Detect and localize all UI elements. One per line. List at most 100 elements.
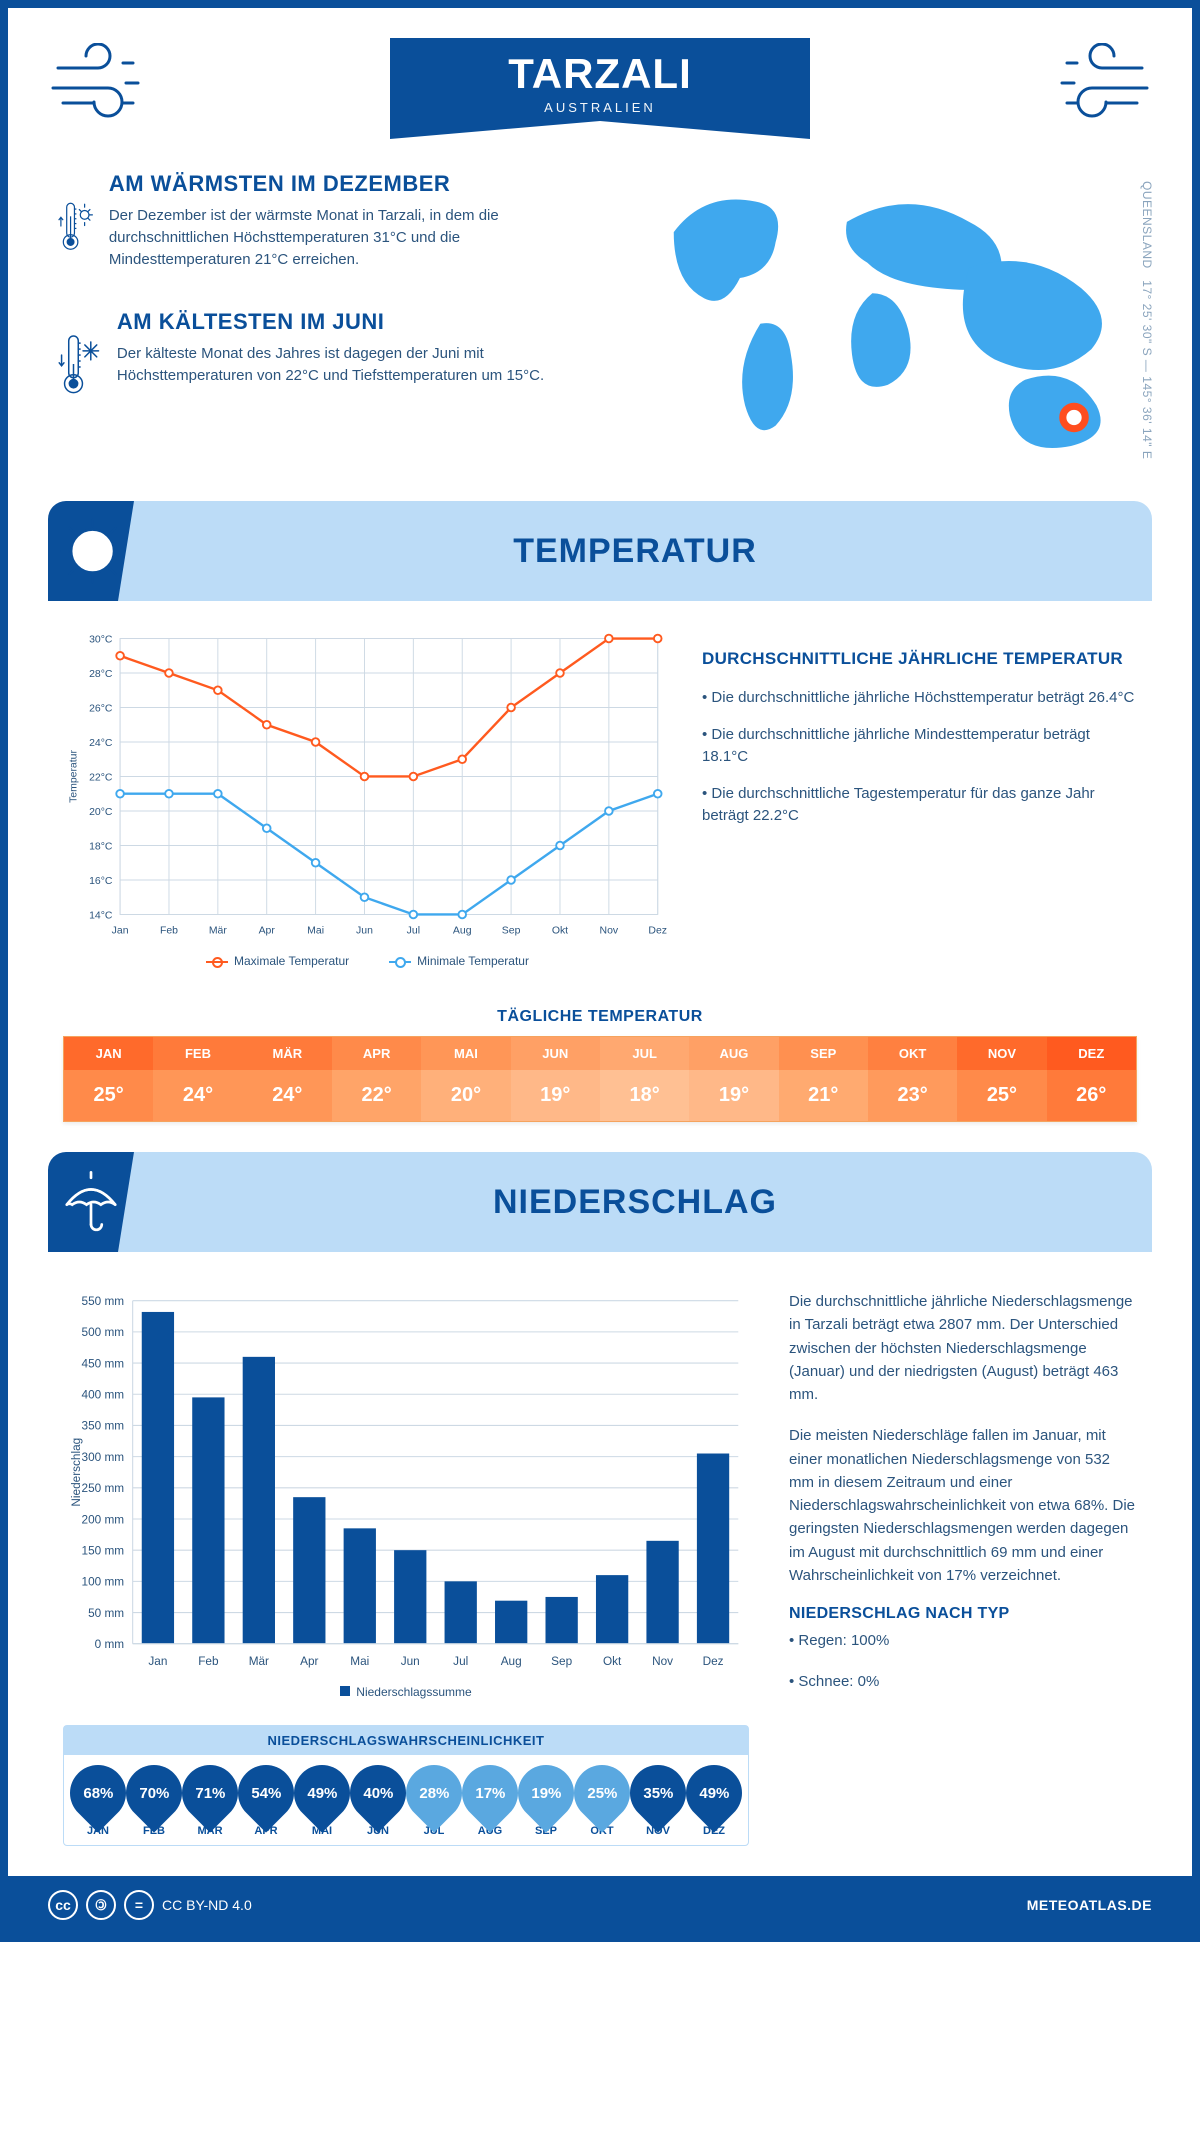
daily-temp-cell: MÄR24°	[243, 1037, 332, 1121]
section-banner-temperature: TEMPERATUR	[48, 501, 1152, 601]
svg-text:Okt: Okt	[603, 1655, 622, 1668]
svg-text:Sep: Sep	[551, 1655, 572, 1668]
coldest-text: Der kälteste Monat des Jahres ist dagege…	[117, 343, 593, 387]
license-text: CC BY-ND 4.0	[162, 1897, 252, 1913]
svg-text:200 mm: 200 mm	[82, 1513, 125, 1526]
nd-icon: =	[124, 1890, 154, 1920]
precipitation-row: 0 mm50 mm100 mm150 mm200 mm250 mm300 mm3…	[8, 1270, 1192, 1876]
svg-text:28°C: 28°C	[89, 669, 113, 680]
world-map-icon	[633, 171, 1142, 456]
temp-fact-2: • Die durchschnittliche jährliche Mindes…	[702, 724, 1137, 769]
probability-cell: 17%AUG	[462, 1765, 518, 1837]
location-title: TARZALI	[390, 50, 810, 98]
svg-text:Jun: Jun	[356, 926, 373, 937]
warmest-text: Der Dezember ist der wärmste Monat in Ta…	[109, 205, 593, 270]
probability-cell: 40%JUN	[350, 1765, 406, 1837]
svg-text:Temperatur: Temperatur	[68, 750, 79, 803]
umbrella-icon	[56, 1163, 126, 1241]
svg-text:400 mm: 400 mm	[82, 1389, 125, 1402]
precip-rain: • Regen: 100%	[789, 1629, 1137, 1652]
daily-temp-cell: SEP21°	[779, 1037, 868, 1121]
section-banner-precipitation: NIEDERSCHLAG	[48, 1152, 1152, 1252]
svg-text:Aug: Aug	[453, 926, 472, 937]
precipitation-heading: NIEDERSCHLAG	[493, 1183, 777, 1222]
svg-text:Nov: Nov	[652, 1655, 673, 1668]
svg-text:Feb: Feb	[198, 1655, 219, 1668]
svg-text:50 mm: 50 mm	[88, 1607, 124, 1620]
svg-text:24°C: 24°C	[89, 738, 113, 749]
probability-cell: 70%FEB	[126, 1765, 182, 1837]
temperature-legend: Maximale Temperatur Minimale Temperatur	[63, 954, 672, 968]
daily-temp-cell: JUL18°	[600, 1037, 689, 1121]
daily-temp-cell: APR22°	[332, 1037, 421, 1121]
svg-text:18°C: 18°C	[89, 841, 113, 852]
intro-text-column: AM WÄRMSTEN IM DEZEMBER Der Dezember ist…	[58, 171, 593, 461]
probability-cell: 68%JAN	[70, 1765, 126, 1837]
svg-text:Jul: Jul	[453, 1655, 468, 1668]
daily-temp-cell: AUG19°	[689, 1037, 778, 1121]
temperature-row: 14°C16°C18°C20°C22°C24°C26°C28°C30°CJanF…	[8, 619, 1192, 988]
thermometer-snow-icon	[58, 309, 101, 419]
svg-text:Apr: Apr	[300, 1655, 318, 1668]
probability-cell: 35%NOV	[630, 1765, 686, 1837]
precip-p2: Die meisten Niederschläge fallen im Janu…	[789, 1424, 1137, 1587]
svg-text:100 mm: 100 mm	[82, 1576, 125, 1589]
temp-fact-3: • Die durchschnittliche Tagestemperatur …	[702, 783, 1137, 828]
svg-text:Niederschlag: Niederschlag	[70, 1438, 83, 1507]
sun-icon	[58, 509, 128, 594]
svg-text:0 mm: 0 mm	[95, 1638, 125, 1651]
precip-p1: Die durchschnittliche jährliche Niedersc…	[789, 1290, 1137, 1406]
header: TARZALI AUSTRALIEN	[8, 8, 1192, 171]
coordinates-text: QUEENSLAND 17° 25' 30" S — 145° 36' 14" …	[1140, 181, 1154, 459]
daily-temp-cell: DEZ26°	[1047, 1037, 1136, 1121]
svg-text:Nov: Nov	[600, 926, 619, 937]
svg-text:450 mm: 450 mm	[82, 1358, 125, 1371]
svg-text:Mär: Mär	[249, 1655, 269, 1668]
world-map-panel: QUEENSLAND 17° 25' 30" S — 145° 36' 14" …	[633, 171, 1142, 461]
svg-text:Okt: Okt	[552, 926, 568, 937]
probability-box: NIEDERSCHLAGSWAHRSCHEINLICHKEIT 68%JAN70…	[63, 1725, 749, 1846]
svg-text:Mai: Mai	[350, 1655, 369, 1668]
probability-cell: 28%JUL	[406, 1765, 462, 1837]
svg-text:Jan: Jan	[112, 926, 129, 937]
brand-text: METEOATLAS.DE	[1027, 1897, 1152, 1913]
probability-cell: 54%APR	[238, 1765, 294, 1837]
svg-text:22°C: 22°C	[89, 772, 113, 783]
svg-text:500 mm: 500 mm	[82, 1326, 125, 1339]
svg-text:14°C: 14°C	[89, 910, 113, 921]
svg-text:Jul: Jul	[407, 926, 420, 937]
svg-text:300 mm: 300 mm	[82, 1451, 125, 1464]
by-icon: 🄯	[86, 1890, 116, 1920]
probability-title: NIEDERSCHLAGSWAHRSCHEINLICHKEIT	[64, 1726, 748, 1755]
daily-temp-cell: MAI20°	[421, 1037, 510, 1121]
svg-text:26°C: 26°C	[89, 703, 113, 714]
svg-text:350 mm: 350 mm	[82, 1420, 125, 1433]
probability-cell: 49%MAI	[294, 1765, 350, 1837]
location-subtitle: AUSTRALIEN	[390, 100, 810, 115]
temp-fact-1: • Die durchschnittliche jährliche Höchst…	[702, 687, 1137, 710]
coldest-block: AM KÄLTESTEN IM JUNI Der kälteste Monat …	[58, 309, 593, 419]
daily-temperature-title: TÄGLICHE TEMPERATUR	[8, 1008, 1192, 1026]
license-block: cc 🄯 = CC BY-ND 4.0	[48, 1890, 252, 1920]
footer: cc 🄯 = CC BY-ND 4.0 METEOATLAS.DE	[8, 1876, 1192, 1934]
svg-text:Aug: Aug	[501, 1655, 522, 1668]
temperature-facts: DURCHSCHNITTLICHE JÄHRLICHE TEMPERATUR •…	[702, 629, 1137, 968]
temperature-chart: 14°C16°C18°C20°C22°C24°C26°C28°C30°CJanF…	[63, 629, 672, 968]
daily-temp-cell: FEB24°	[153, 1037, 242, 1121]
svg-text:550 mm: 550 mm	[82, 1295, 125, 1308]
svg-text:30°C: 30°C	[89, 635, 113, 646]
infographic-frame: TARZALI AUSTRALIEN AM WÄRMSTEN IM DEZEMB…	[0, 0, 1200, 1942]
coldest-title: AM KÄLTESTEN IM JUNI	[117, 309, 593, 335]
probability-cell: 49%DEZ	[686, 1765, 742, 1837]
probability-cell: 19%SEP	[518, 1765, 574, 1837]
probability-drops: 68%JAN70%FEB71%MÄR54%APR49%MAI40%JUN28%J…	[64, 1755, 748, 1837]
title-ribbon: TARZALI AUSTRALIEN	[390, 38, 810, 121]
probability-cell: 25%OKT	[574, 1765, 630, 1837]
intro-row: AM WÄRMSTEN IM DEZEMBER Der Dezember ist…	[8, 171, 1192, 491]
svg-text:Mär: Mär	[209, 926, 228, 937]
precipitation-text: Die durchschnittliche jährliche Niedersc…	[789, 1290, 1137, 1846]
temp-facts-heading: DURCHSCHNITTLICHE JÄHRLICHE TEMPERATUR	[702, 649, 1137, 669]
precip-type-heading: NIEDERSCHLAG NACH TYP	[789, 1605, 1137, 1623]
precipitation-legend: Niederschlagssumme	[63, 1685, 749, 1699]
wind-icon	[1042, 43, 1152, 123]
